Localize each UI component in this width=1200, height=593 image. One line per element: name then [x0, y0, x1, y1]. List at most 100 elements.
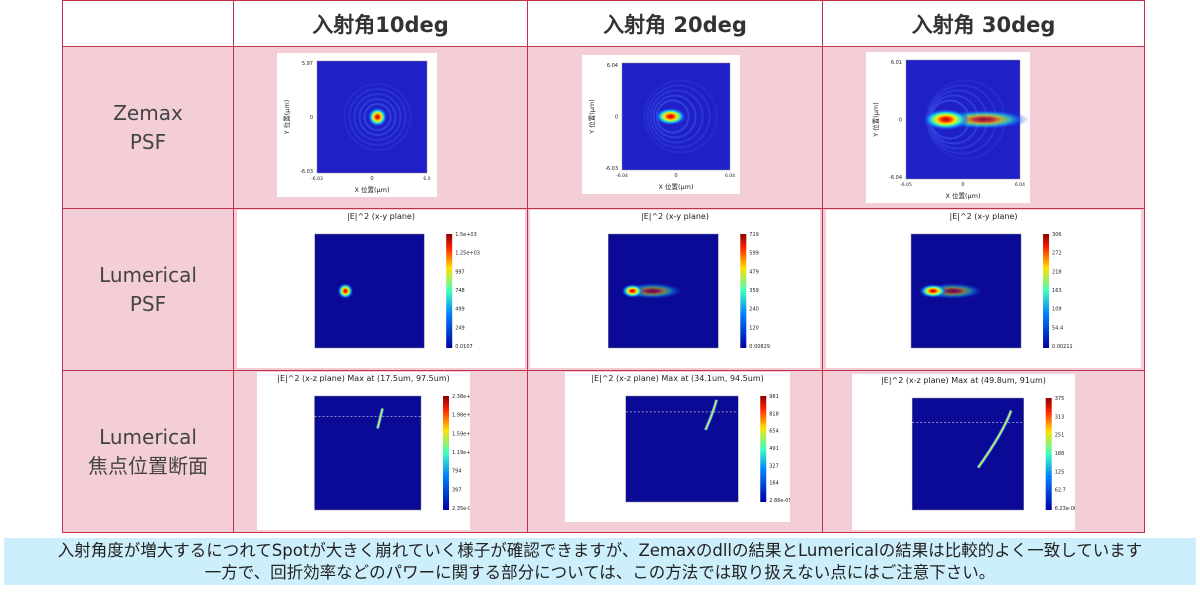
diffraction-ring — [353, 93, 402, 141]
spot — [367, 107, 388, 127]
colorbar-label: 359 — [749, 288, 759, 294]
colorbar — [1045, 398, 1052, 510]
colorbar-label: 251 — [1055, 433, 1065, 439]
axis-label: X 位置(μm) — [945, 191, 980, 200]
footer-note: 入射角度が増大するにつれてSpotが大きく崩れていく様子が確認できますが、Zem… — [4, 538, 1196, 585]
diffraction-ring — [646, 84, 711, 149]
diffraction-ring — [348, 88, 407, 146]
tick-label: 0 — [961, 182, 964, 188]
tick-label: 0 — [310, 115, 313, 121]
plot-image: |E|^2 (x-z plane) Max at (34.1um, 94.5um… — [565, 372, 790, 522]
colorbar-label: 375 — [1055, 396, 1065, 402]
colorbar-label: 188 — [1055, 451, 1065, 457]
spot — [337, 283, 354, 299]
colorbar-label: 1.5e+03 — [455, 232, 477, 238]
colorbar — [740, 234, 747, 348]
colorbar-label: 719 — [749, 232, 759, 238]
colorbar-label: 327 — [769, 463, 779, 469]
axis-label: Y 位置(μm) — [871, 102, 880, 138]
tick-label: -6.03 — [300, 169, 313, 175]
colorbar-label: 499 — [455, 307, 465, 313]
colorbar-label: 120 — [749, 325, 759, 331]
tick-label: 6.0 — [423, 176, 430, 182]
colorbar — [446, 234, 453, 348]
diffraction-ring — [649, 89, 704, 144]
plot-title: |E|^2 (x-y plane) — [950, 212, 1018, 221]
plot-image: 6.04 0 -6.03-6.04 0 6.04 X 位置(μm) Y 位置(μm) — [582, 55, 740, 194]
colorbar — [443, 396, 450, 510]
header-corner — [62, 0, 234, 47]
row-label-line: PSF — [129, 129, 167, 154]
plot-image: |E|^2 (x-y plane) 306 272 218 163 109 54.4 0.00… — [826, 210, 1141, 368]
tick-label: 6.04 — [725, 173, 735, 179]
spot — [921, 108, 970, 131]
tick-label: 0 — [899, 118, 902, 124]
row-label-line: PSF — [129, 291, 167, 316]
plot-image: |E|^2 (x-y plane) 1.5e+03 1.25e+03 997 748 49… — [237, 210, 525, 368]
colorbar-label: 479 — [749, 269, 759, 275]
plot-image: 5.97 0 -6.03-6.03 0 6.0 X 位置(μm) Y 位置(μm) — [277, 53, 437, 197]
row-label-line: Lumerical — [99, 424, 197, 449]
colorbar-label: 997 — [455, 269, 465, 275]
colorbar-label: 164 — [769, 481, 779, 487]
axis-label: Y 位置(μm) — [282, 100, 291, 136]
footer-line: 一方で、回折効率などのパワーに関する部分については、この方法では取り扱えない点に… — [204, 563, 996, 582]
colorbar-label: 109 — [1052, 307, 1062, 313]
column-header: 入射角 20deg — [527, 0, 823, 47]
diffraction-ring — [343, 83, 412, 151]
diffraction-ring — [643, 79, 718, 154]
tick-label: -6.04 — [889, 175, 902, 181]
colorbar-label: 748 — [455, 288, 465, 294]
colorbar-label: 1.98e+03 — [452, 413, 470, 419]
footer-line: 入射角度が増大するにつれてSpotが大きく崩れていく様子が確認できますが、Zem… — [57, 541, 1143, 560]
colorbar-label: 240 — [749, 307, 759, 313]
beam-core — [704, 399, 718, 431]
colorbar-label: 0.00829 — [749, 344, 770, 350]
colorbar-label: 2.38e+03 — [452, 394, 470, 400]
row-label: Lumerical PSF — [62, 208, 234, 371]
diffraction-ring — [652, 94, 697, 139]
plot-title: |E|^2 (x-z plane) Max at (49.8um, 91um) — [881, 376, 1046, 385]
plot-title: |E|^2 (x-y plane) — [347, 212, 415, 221]
tick-label: 0 — [615, 115, 618, 121]
colorbar-label: 313 — [1055, 414, 1065, 420]
colorbar-label: 1.19e+03 — [452, 450, 470, 456]
row-label: Lumerical 焦点位置断面 — [62, 370, 234, 533]
colorbar-label: 1.25e+03 — [455, 251, 480, 257]
colorbar-label: 491 — [769, 446, 779, 452]
colorbar-label: 981 — [769, 394, 779, 400]
axis-label: X 位置(μm) — [658, 182, 693, 191]
spot — [654, 107, 687, 126]
colorbar-label: 125 — [1055, 469, 1065, 475]
tick-label: -6.05 — [900, 182, 912, 188]
plot-image: |E|^2 (x-y plane) 719 599 479 359 240 120 0.008… — [530, 210, 820, 368]
plot-image: |E|^2 (x-z plane) Max at (49.8um, 91um) 3… — [852, 374, 1075, 530]
axis-label: X 位置(μm) — [354, 185, 389, 194]
plot-area — [911, 397, 1024, 511]
tick-label: 0 — [370, 176, 373, 182]
row-label: Zemax PSF — [62, 46, 234, 209]
spot — [919, 284, 948, 298]
tick-label: -6.03 — [605, 166, 618, 172]
colorbar-label: 2.86e-05 — [769, 498, 790, 504]
spot — [621, 284, 644, 298]
colorbar-label: 6.23e-06 — [1055, 506, 1075, 512]
tick-label: 5.97 — [302, 61, 313, 67]
colorbar-label: 818 — [769, 411, 779, 417]
axis-label: Y 位置(μm) — [587, 99, 596, 135]
beam-core — [376, 408, 384, 429]
tick-label: 6.04 — [1015, 182, 1025, 188]
plot-image: |E|^2 (x-z plane) Max at (17.5um, 97.5um… — [257, 372, 470, 530]
colorbar-label: 654 — [769, 429, 779, 435]
colorbar-label: 218 — [1052, 269, 1062, 275]
row-label-line: Zemax — [113, 100, 183, 125]
colorbar — [1043, 234, 1050, 348]
column-header: 入射角10deg — [233, 0, 528, 47]
comparison-table: 入射角10deg 入射角 20deg 入射角 30deg Zemax PSF Lumeri… — [62, 0, 1145, 533]
tick-label: -6.04 — [616, 173, 628, 179]
tick-label: 0 — [674, 173, 677, 179]
plot-area — [625, 395, 739, 503]
beam-core — [977, 410, 1012, 468]
colorbar-label: 0.00211 — [1052, 344, 1073, 350]
colorbar-label: 0.0107 — [455, 344, 473, 350]
